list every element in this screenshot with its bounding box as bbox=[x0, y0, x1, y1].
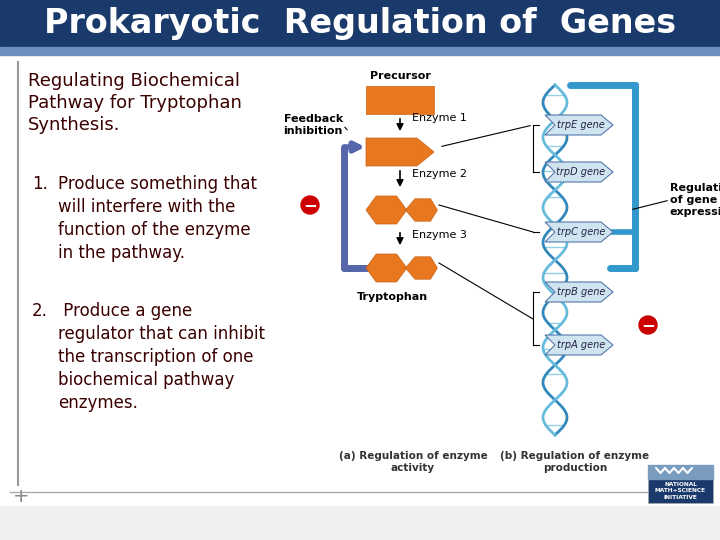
Text: (a) Regulation of enzyme
activity: (a) Regulation of enzyme activity bbox=[338, 451, 487, 473]
Polygon shape bbox=[545, 162, 613, 182]
Polygon shape bbox=[405, 199, 438, 221]
Circle shape bbox=[301, 196, 319, 214]
Text: +: + bbox=[13, 487, 30, 505]
Text: Tryptophan: Tryptophan bbox=[356, 292, 428, 302]
Polygon shape bbox=[545, 222, 613, 242]
Text: trpD gene: trpD gene bbox=[557, 167, 606, 177]
Text: trpC gene: trpC gene bbox=[557, 227, 606, 237]
Polygon shape bbox=[366, 196, 407, 224]
Polygon shape bbox=[545, 282, 613, 302]
Polygon shape bbox=[545, 335, 613, 355]
Polygon shape bbox=[366, 138, 434, 166]
Polygon shape bbox=[366, 254, 407, 282]
Bar bbox=[0, 0, 720, 47]
Text: trpB gene: trpB gene bbox=[557, 287, 606, 297]
Text: −: − bbox=[641, 316, 655, 334]
Text: 2.: 2. bbox=[32, 302, 48, 320]
Text: Produce something that
will interfere with the
function of the enzyme
in the pat: Produce something that will interfere wi… bbox=[58, 175, 257, 262]
Bar bbox=[0, 47, 720, 55]
Polygon shape bbox=[545, 115, 613, 135]
Polygon shape bbox=[405, 257, 438, 279]
Text: Regulation
of gene
expression: Regulation of gene expression bbox=[670, 184, 720, 217]
Text: Produce a gene
regulator that can inhibit
the transcription of one
biochemical p: Produce a gene regulator that can inhibi… bbox=[58, 302, 265, 411]
Text: NATIONAL
MATH+SCIENCE
INITIATIVE: NATIONAL MATH+SCIENCE INITIATIVE bbox=[655, 482, 706, 500]
Text: trpA gene: trpA gene bbox=[557, 340, 605, 350]
Text: (b) Regulation of enzyme
production: (b) Regulation of enzyme production bbox=[500, 451, 649, 473]
Bar bbox=[0, 55, 720, 505]
Text: 1.: 1. bbox=[32, 175, 48, 193]
Text: Enzyme 1: Enzyme 1 bbox=[412, 113, 467, 123]
Text: −: − bbox=[303, 196, 317, 214]
Bar bbox=[648, 465, 713, 479]
Circle shape bbox=[639, 316, 657, 334]
Text: Enzyme 2: Enzyme 2 bbox=[412, 169, 467, 179]
Text: Regulating Biochemical
Pathway for Tryptophan
Synthesis.: Regulating Biochemical Pathway for Trypt… bbox=[28, 72, 242, 134]
Text: Feedback
inhibition: Feedback inhibition bbox=[284, 114, 343, 136]
Bar bbox=[648, 465, 713, 503]
Text: Precursor: Precursor bbox=[369, 71, 431, 81]
Text: Enzyme 3: Enzyme 3 bbox=[412, 230, 467, 240]
Text: Prokaryotic  Regulation of  Genes: Prokaryotic Regulation of Genes bbox=[44, 6, 676, 39]
Bar bbox=[366, 86, 434, 114]
Text: trpE gene: trpE gene bbox=[557, 120, 605, 130]
